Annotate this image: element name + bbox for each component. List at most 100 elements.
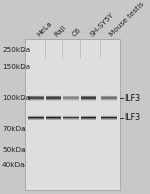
Bar: [101, 95, 117, 96]
Bar: [101, 120, 117, 121]
Bar: [63, 102, 79, 103]
Bar: [63, 97, 79, 98]
Bar: [101, 114, 117, 115]
Text: SH-SY5Y: SH-SY5Y: [88, 12, 115, 38]
Bar: [101, 116, 117, 117]
Text: 150kDa: 150kDa: [2, 64, 30, 70]
Text: Mouse testis: Mouse testis: [109, 1, 146, 38]
Bar: [28, 119, 44, 120]
Bar: [81, 102, 96, 103]
Bar: [101, 98, 117, 99]
Bar: [46, 94, 61, 95]
Bar: [81, 121, 96, 122]
Bar: [101, 102, 117, 103]
Bar: [46, 99, 61, 100]
Bar: [28, 98, 44, 99]
Bar: [63, 95, 79, 96]
Bar: [46, 95, 61, 96]
Bar: [63, 99, 79, 100]
Bar: [46, 119, 61, 120]
Bar: [81, 119, 96, 120]
Bar: [63, 118, 79, 119]
Text: 250kDa: 250kDa: [2, 48, 30, 54]
Bar: [101, 94, 117, 95]
Bar: [46, 115, 61, 116]
Bar: [81, 99, 96, 100]
Bar: [28, 96, 44, 97]
Bar: [81, 119, 96, 120]
Text: C6: C6: [71, 27, 82, 38]
Bar: [28, 102, 44, 103]
Bar: [46, 117, 61, 118]
Bar: [63, 121, 79, 122]
Bar: [46, 119, 61, 120]
Bar: [63, 119, 79, 120]
Bar: [28, 115, 44, 116]
Bar: [63, 120, 79, 121]
Bar: [28, 117, 44, 118]
Bar: [46, 96, 61, 97]
Bar: [28, 94, 44, 95]
Text: Raji: Raji: [53, 24, 68, 38]
Bar: [63, 117, 79, 118]
Bar: [28, 120, 44, 121]
Bar: [101, 119, 117, 120]
Bar: [46, 120, 61, 121]
Bar: [28, 96, 44, 97]
Bar: [46, 96, 61, 97]
Bar: [81, 120, 96, 121]
Bar: [46, 114, 61, 115]
Bar: [28, 114, 44, 115]
Bar: [101, 100, 117, 101]
Bar: [28, 101, 44, 102]
Bar: [63, 114, 79, 115]
Bar: [28, 116, 44, 117]
Bar: [101, 101, 117, 102]
Bar: [28, 120, 44, 121]
Bar: [63, 101, 79, 102]
Bar: [81, 100, 96, 101]
Bar: [28, 121, 44, 122]
Bar: [63, 119, 79, 120]
Bar: [28, 118, 44, 119]
Bar: [101, 115, 117, 116]
Text: 50kDa: 50kDa: [2, 147, 26, 153]
Bar: [101, 119, 117, 120]
Bar: [46, 101, 61, 102]
Bar: [46, 98, 61, 99]
Bar: [81, 101, 96, 102]
Bar: [63, 116, 79, 117]
Text: ILF3: ILF3: [124, 94, 140, 103]
Bar: [28, 119, 44, 120]
Bar: [63, 98, 79, 99]
Bar: [46, 121, 61, 122]
Bar: [81, 96, 96, 97]
Bar: [101, 118, 117, 119]
Text: 70kDa: 70kDa: [2, 126, 26, 132]
Bar: [28, 117, 44, 118]
Text: ILF3: ILF3: [124, 113, 140, 122]
Bar: [63, 96, 79, 97]
Bar: [28, 95, 44, 96]
Bar: [101, 99, 117, 100]
Bar: [81, 94, 96, 95]
Bar: [81, 117, 96, 118]
Bar: [63, 100, 79, 101]
Bar: [81, 97, 96, 98]
Bar: [101, 96, 117, 97]
Bar: [81, 114, 96, 115]
Bar: [81, 115, 96, 116]
Bar: [46, 116, 61, 117]
Bar: [46, 117, 61, 118]
Bar: [81, 95, 96, 96]
Text: 100kDa: 100kDa: [2, 95, 30, 101]
Bar: [101, 117, 117, 118]
Bar: [46, 100, 61, 101]
Text: HeLa: HeLa: [36, 20, 53, 38]
Bar: [28, 97, 44, 98]
Bar: [46, 97, 61, 98]
Bar: [81, 118, 96, 119]
Bar: [28, 100, 44, 101]
Bar: [101, 121, 117, 122]
Bar: [81, 116, 96, 117]
